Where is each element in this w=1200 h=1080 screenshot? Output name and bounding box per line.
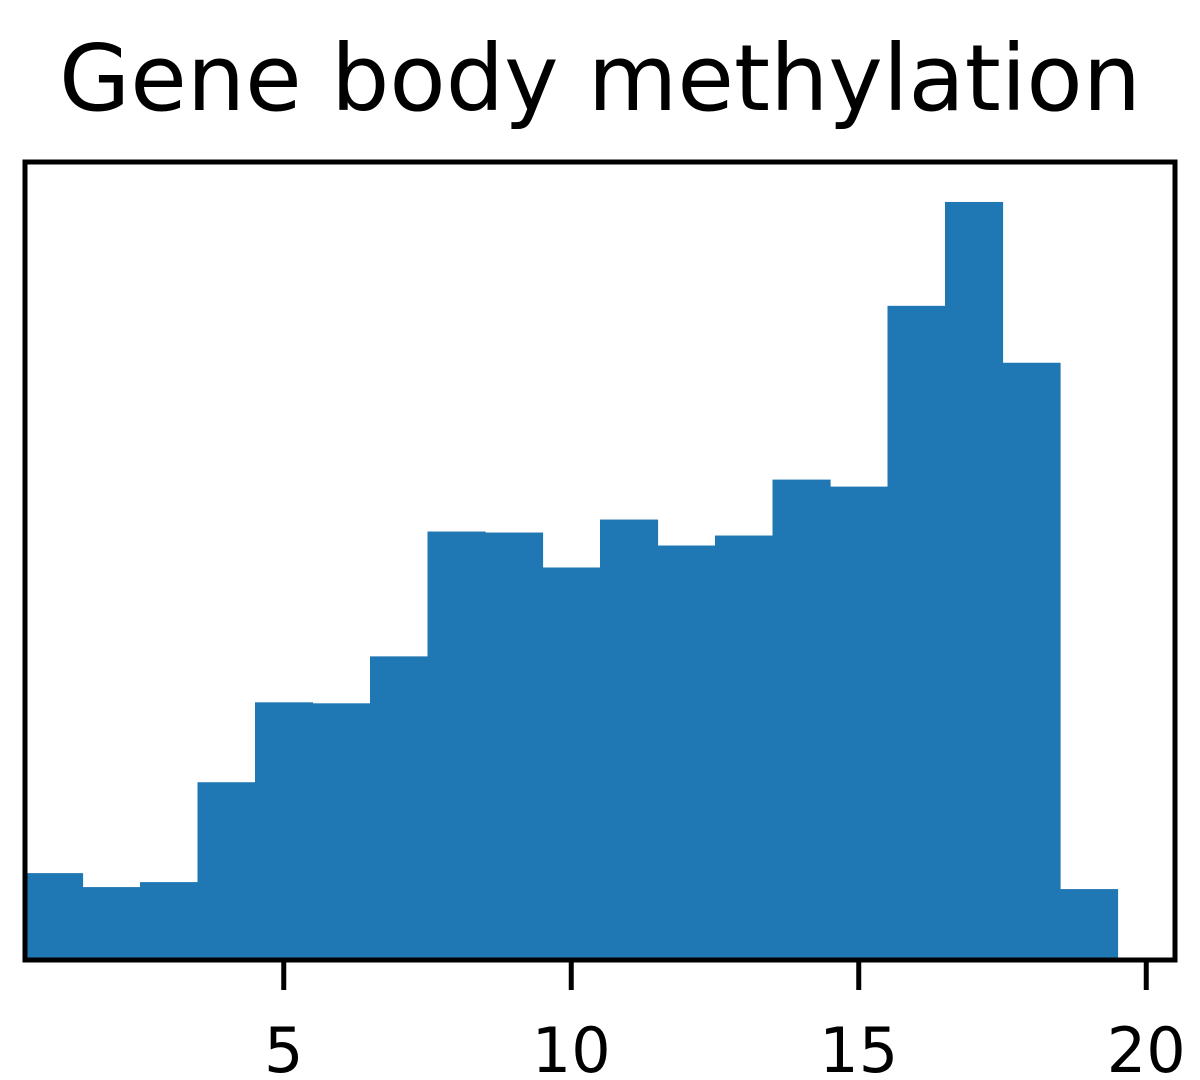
x-axis-ticks: 5 10 15 20 [264,960,1186,1080]
x-tick-label-15: 15 [819,1014,898,1080]
histogram-bar-8 [427,531,486,960]
histogram-bar-9 [485,532,544,960]
histogram-bar-1 [25,873,84,960]
histogram-bar-19 [1060,889,1119,960]
x-tick-label-10: 10 [532,1014,611,1080]
plot-frame [22,159,1178,963]
histogram-bar-5 [255,702,314,960]
histogram-bar-17 [945,201,1004,960]
histogram-bars [25,201,1119,961]
histogram-bar-3 [140,882,199,960]
x-tick-label-20: 20 [1107,1014,1186,1080]
histogram-bar-6 [312,703,371,960]
histogram-bar-7 [370,656,429,960]
histogram-bar-2 [82,887,141,960]
histogram-bar-18 [1002,362,1061,961]
histogram-bar-15 [830,486,889,960]
histogram-bar-14 [772,479,831,960]
histogram-bar-10 [542,567,601,960]
histogram-bar-16 [887,305,946,960]
histogram-bar-4 [197,782,256,960]
histogram-bar-12 [657,545,716,960]
chart-title: Gene body methylation [59,25,1141,132]
histogram-bar-11 [600,519,659,960]
histogram-bar-13 [715,535,774,960]
x-tick-label-5: 5 [264,1014,303,1080]
